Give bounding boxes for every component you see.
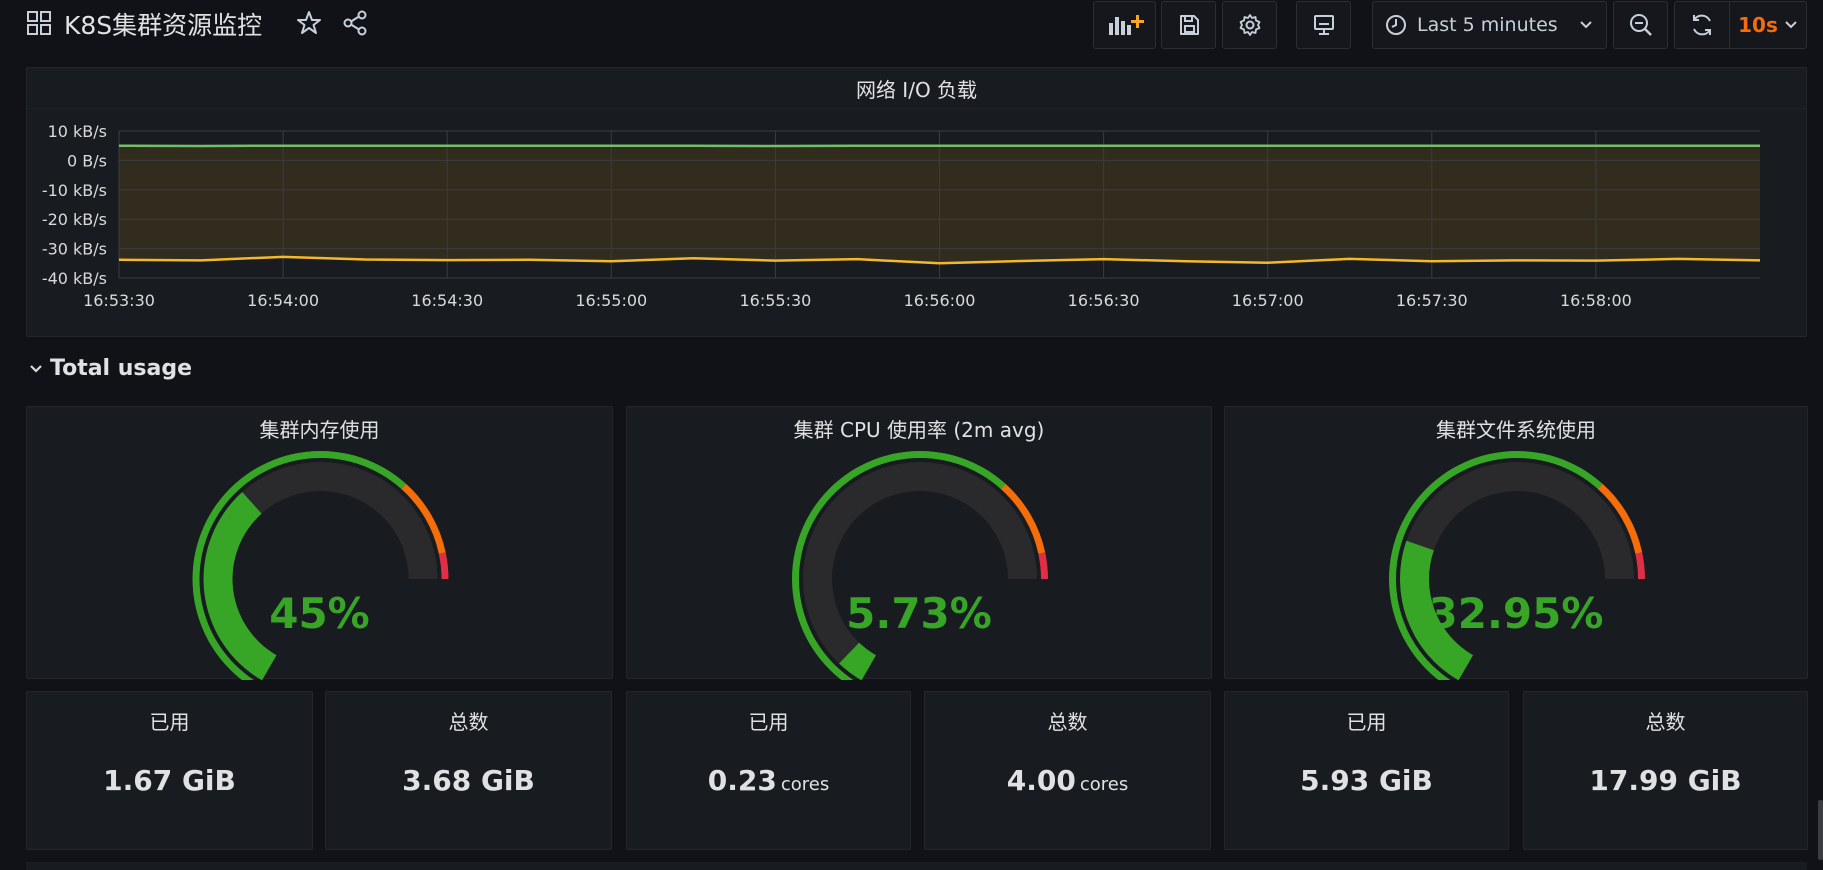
stat-value: 1.67 GiB bbox=[103, 764, 236, 797]
gauge-filesystem bbox=[1389, 451, 1645, 680]
y-tick-label: -10 kB/s bbox=[42, 181, 107, 200]
panel-header-divider bbox=[27, 108, 1806, 109]
stat-label: 总数 bbox=[1047, 710, 1088, 734]
gauge-memory bbox=[192, 451, 449, 680]
y-tick-label: 10 kB/s bbox=[48, 122, 107, 141]
x-tick-label: 16:54:00 bbox=[247, 291, 319, 310]
next-panel-edge bbox=[26, 862, 1807, 870]
x-tick-label: 16:55:00 bbox=[575, 291, 647, 310]
stat-value: 17.99 GiB bbox=[1589, 764, 1742, 797]
gauge-panel-filesystem[interactable]: 集群文件系统使用 32.95% bbox=[1224, 406, 1808, 680]
chevron-down-icon bbox=[1580, 21, 1592, 29]
gauge-value-arc bbox=[839, 642, 876, 680]
refresh-interval-picker[interactable]: 10s bbox=[1729, 1, 1807, 49]
threshold-red bbox=[1038, 552, 1048, 579]
stat-label: 总数 bbox=[448, 710, 489, 734]
refresh-icon bbox=[1693, 14, 1711, 36]
panel-title: 集群文件系统使用 bbox=[1436, 418, 1596, 442]
gauge-value-arc bbox=[1400, 540, 1473, 680]
add-panel-icon bbox=[1108, 15, 1144, 35]
refresh-button[interactable] bbox=[1674, 1, 1729, 49]
row-total-usage[interactable]: Total usage bbox=[28, 356, 192, 381]
stat-memory-used[interactable]: 已用 1.67 GiB bbox=[26, 691, 313, 850]
threshold-orange bbox=[1000, 483, 1046, 554]
gauge-panel-cpu[interactable]: 集群 CPU 使用率 (2m avg) 5.73% bbox=[626, 406, 1212, 680]
dashboard-grid-icon[interactable] bbox=[26, 10, 52, 36]
threshold-red bbox=[438, 552, 449, 579]
network-io-chart: 10 kB/s 0 B/s -10 kB/s -20 kB/s -30 kB/s -40 … bbox=[42, 122, 1761, 310]
gauge-background bbox=[803, 462, 1037, 680]
clock-icon bbox=[1386, 15, 1406, 35]
save-icon bbox=[1179, 15, 1199, 35]
gauge-value: 45% bbox=[269, 589, 370, 638]
zoom-out-icon bbox=[1629, 14, 1652, 36]
gauge-value-arc bbox=[203, 492, 277, 680]
scrollbar-thumb[interactable] bbox=[1818, 800, 1823, 860]
zoom-out-button[interactable] bbox=[1613, 1, 1668, 49]
x-tick-label: 16:56:30 bbox=[1068, 291, 1140, 310]
star-icon[interactable] bbox=[294, 8, 324, 38]
stat-label: 已用 bbox=[1346, 710, 1387, 734]
tv-mode-button[interactable] bbox=[1296, 1, 1351, 49]
gauge-cpu bbox=[792, 451, 1048, 680]
stat-value: 5.93 GiB bbox=[1300, 764, 1433, 797]
panel-title: 集群内存使用 bbox=[259, 418, 380, 442]
series-line-1 bbox=[118, 255, 1761, 265]
gauge-value: 5.73% bbox=[846, 589, 992, 638]
add-panel-button[interactable] bbox=[1093, 1, 1156, 49]
y-tick-label: -30 kB/s bbox=[42, 240, 107, 259]
time-range-label: Last 5 minutes bbox=[1417, 14, 1558, 36]
share-icon[interactable] bbox=[340, 8, 370, 38]
x-tick-label: 16:53:30 bbox=[83, 291, 155, 310]
y-tick-label: 0 B/s bbox=[67, 151, 107, 170]
chevron-down-icon bbox=[1785, 21, 1797, 29]
stat-filesystem-used[interactable]: 已用 5.93 GiB bbox=[1224, 691, 1509, 850]
threshold-red bbox=[1635, 552, 1645, 579]
row-title: Total usage bbox=[50, 356, 193, 381]
stat-value: 3.68 GiB bbox=[402, 764, 535, 797]
stat-memory-total[interactable]: 总数 3.68 GiB bbox=[325, 691, 612, 850]
threshold-orange bbox=[1597, 483, 1643, 554]
stat-label: 已用 bbox=[748, 710, 789, 734]
y-tick-label: -20 kB/s bbox=[42, 210, 107, 229]
save-dashboard-button[interactable] bbox=[1161, 1, 1216, 49]
gauge-value: 32.95% bbox=[1428, 589, 1604, 638]
gauge-panel-memory[interactable]: 集群内存使用 45% bbox=[26, 406, 613, 680]
threshold-green bbox=[1389, 451, 1603, 680]
x-tick-label: 16:58:00 bbox=[1560, 291, 1632, 310]
stat-value: 4.00 cores bbox=[1006, 764, 1129, 797]
y-tick-label: -40 kB/s bbox=[42, 269, 107, 288]
stat-cpu-used[interactable]: 已用 0.23 cores bbox=[626, 691, 911, 850]
threshold-green bbox=[792, 451, 1006, 680]
panel-title: 集群 CPU 使用率 (2m avg) bbox=[793, 418, 1045, 442]
x-tick-label: 16:56:00 bbox=[904, 291, 976, 310]
stat-cpu-total[interactable]: 总数 4.00 cores bbox=[924, 691, 1211, 850]
chevron-down-icon bbox=[30, 364, 42, 373]
stat-label: 总数 bbox=[1645, 710, 1686, 734]
threshold-green bbox=[192, 451, 407, 680]
dashboard-title[interactable]: K8S集群资源监控 bbox=[64, 11, 263, 40]
threshold-orange bbox=[401, 483, 446, 554]
stat-value: 0.23 cores bbox=[707, 764, 830, 797]
monitor-icon bbox=[1313, 15, 1334, 35]
gear-icon bbox=[1239, 14, 1260, 36]
settings-button[interactable] bbox=[1222, 1, 1277, 49]
time-range-picker[interactable]: Last 5 minutes bbox=[1372, 1, 1607, 49]
x-tick-label: 16:57:00 bbox=[1232, 291, 1304, 310]
stat-filesystem-total[interactable]: 总数 17.99 GiB bbox=[1523, 691, 1808, 850]
x-tick-label: 16:55:30 bbox=[739, 291, 811, 310]
refresh-interval-label: 10s bbox=[1738, 13, 1778, 37]
x-tick-label: 16:54:30 bbox=[411, 291, 483, 310]
stat-label: 已用 bbox=[149, 710, 190, 734]
x-tick-label: 16:57:30 bbox=[1396, 291, 1468, 310]
panel-title: 网络 I/O 负载 bbox=[855, 78, 978, 102]
